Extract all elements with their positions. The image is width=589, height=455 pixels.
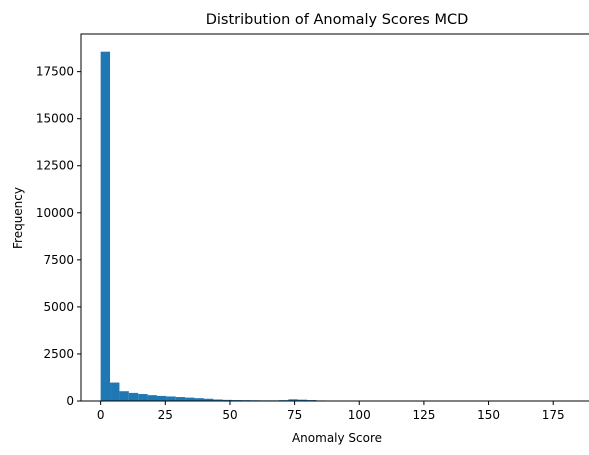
y-axis-label: Frequency bbox=[11, 187, 25, 249]
y-tick-label: 15000 bbox=[36, 112, 74, 126]
x-tick-label: 25 bbox=[158, 408, 173, 422]
x-tick-label: 150 bbox=[477, 408, 500, 422]
histogram-bar bbox=[288, 399, 298, 401]
x-tick-label: 0 bbox=[97, 408, 105, 422]
x-tick-label: 175 bbox=[542, 408, 565, 422]
histogram-bar bbox=[100, 51, 111, 401]
histogram-bar bbox=[147, 395, 157, 401]
x-axis-ticks: 0 25 50 75 100 125 150 175 bbox=[97, 401, 565, 422]
y-tick-label: 12500 bbox=[36, 159, 74, 173]
histogram-bars bbox=[100, 51, 571, 401]
y-tick-label: 0 bbox=[66, 394, 74, 408]
x-tick-label: 50 bbox=[222, 408, 237, 422]
y-tick-label: 5000 bbox=[43, 300, 74, 314]
histogram-bar bbox=[185, 397, 195, 401]
histogram-bar bbox=[194, 398, 204, 401]
histogram-bar bbox=[297, 399, 308, 401]
histogram-bar bbox=[166, 396, 176, 401]
x-tick-label: 100 bbox=[348, 408, 371, 422]
x-tick-label: 75 bbox=[287, 408, 302, 422]
y-tick-label: 7500 bbox=[43, 253, 74, 267]
histogram-bar bbox=[222, 399, 233, 401]
histogram-bar bbox=[138, 394, 148, 401]
plot-frame bbox=[80, 33, 589, 402]
y-tick-label: 10000 bbox=[36, 206, 74, 220]
histogram-bar bbox=[213, 399, 223, 401]
histogram-bar bbox=[156, 395, 167, 401]
histogram-bar bbox=[110, 382, 120, 401]
x-axis-label: Anomaly Score bbox=[292, 431, 382, 445]
y-tick-label: 17500 bbox=[36, 65, 74, 79]
histogram-bar bbox=[203, 398, 214, 401]
chart-title: Distribution of Anomaly Scores MCD bbox=[206, 12, 469, 28]
x-tick-label: 125 bbox=[412, 408, 435, 422]
histogram-bar bbox=[175, 397, 186, 401]
histogram-bar bbox=[119, 391, 129, 401]
histogram-bar bbox=[128, 392, 139, 401]
y-axis-ticks: 0 2500 5000 7500 10000 12500 15000 17500 bbox=[36, 65, 81, 408]
y-tick-label: 2500 bbox=[43, 347, 74, 361]
